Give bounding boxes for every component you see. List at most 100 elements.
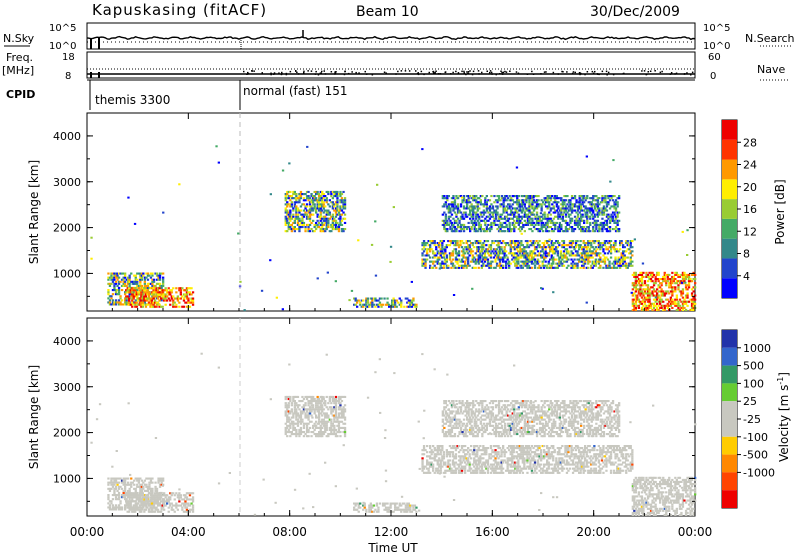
scatter-cell: [286, 395, 289, 398]
scatter-cell: [633, 298, 636, 301]
scatter-cell: [584, 230, 587, 233]
scatter-cell: [301, 217, 304, 220]
scatter-cell: [580, 213, 583, 216]
scatter-cell: [590, 213, 593, 216]
scatter-cell: [422, 250, 426, 253]
scatter-cell: [289, 217, 292, 220]
scatter-cell: [616, 260, 619, 263]
scatter-cell: [136, 280, 139, 283]
scatter-cell: [665, 284, 668, 287]
scatter-cell: [449, 215, 452, 218]
scatter-cell: [292, 213, 295, 216]
scatter-cell: [497, 217, 501, 220]
scatter-cell: [128, 293, 131, 296]
power-colorbar-segment: [722, 199, 737, 219]
scatter-cell: [629, 256, 632, 259]
scatter-cell: [538, 240, 541, 243]
scatter-cell: [310, 435, 313, 438]
scatter-cell: [575, 201, 578, 204]
scatter-cell: [328, 433, 331, 436]
scatter-cell: [640, 290, 644, 293]
scatter-cell: [656, 271, 659, 274]
scatter-cell: [605, 246, 608, 249]
scatter-cell: [459, 195, 463, 198]
scatter-cell: [483, 254, 486, 257]
freq-tick-bottom: 8: [65, 71, 71, 82]
scatter-cell: [380, 297, 383, 300]
scatter-cell: [519, 219, 522, 222]
scatter-cell: [421, 242, 424, 245]
scatter-cell: [308, 203, 312, 206]
nave-dot: [395, 73, 397, 75]
scatter-cell: [671, 282, 674, 285]
scatter-cell: [461, 196, 464, 199]
scatter-cell: [619, 244, 622, 247]
scatter-cell: [325, 211, 328, 214]
scatter-cell: [591, 256, 594, 259]
scatter-cell: [135, 504, 138, 507]
scatter-cell: [580, 205, 583, 208]
scatter-cell: [134, 504, 137, 507]
scatter-cell: [535, 199, 539, 202]
scatter-cell: [552, 221, 555, 224]
scatter-cell: [108, 284, 112, 287]
scatter-cell: [558, 228, 561, 231]
power-colorbar-label: Power [dB]: [773, 179, 787, 244]
scatter-cell: [694, 273, 697, 276]
scatter-cell: [284, 223, 287, 226]
scatter-cell: [108, 301, 112, 304]
scatter-cell: [162, 506, 165, 509]
scatter-cell: [90, 257, 93, 260]
scatter-cell: [473, 219, 476, 222]
scatter-cell: [609, 250, 613, 253]
scatter-cell: [648, 275, 651, 278]
scatter-cell: [443, 195, 446, 198]
scatter-cell: [308, 213, 312, 216]
scatter-cell: [639, 288, 642, 291]
scatter-cell: [131, 280, 134, 283]
scatter-cell: [487, 219, 490, 222]
nave-dot: [310, 70, 313, 72]
scatter-cell: [517, 201, 520, 204]
scatter-cell: [141, 504, 144, 507]
scatter-cell: [660, 304, 663, 307]
scatter-cell: [662, 304, 665, 307]
scatter-cell: [343, 197, 347, 200]
scatter-cell: [113, 491, 116, 494]
scatter-cell: [616, 211, 619, 214]
scatter-cell: [491, 260, 494, 263]
scatter-cell: [651, 280, 654, 283]
scatter-cell: [520, 256, 523, 259]
scatter-cell: [686, 304, 689, 307]
scatter-cell: [334, 221, 338, 224]
scatter-cell: [439, 264, 442, 267]
scatter-cell: [295, 215, 298, 218]
scatter-cell: [669, 280, 672, 283]
scatter-cell: [611, 228, 615, 231]
scatter-cell: [162, 272, 165, 275]
nave-dot: [281, 71, 283, 74]
scatter-cell: [305, 426, 309, 429]
scatter-cell: [155, 301, 158, 304]
scatter-cell: [325, 426, 328, 429]
scatter-cell: [570, 266, 573, 269]
scatter-cell: [584, 205, 587, 208]
scatter-cell: [518, 248, 521, 251]
scatter-cell: [591, 246, 594, 249]
scatter-cell: [116, 278, 119, 281]
scatter-cell: [449, 209, 452, 212]
scatter-cell: [516, 211, 519, 214]
scatter-cell: [583, 226, 586, 229]
scatter-cell: [301, 418, 304, 421]
scatter-cell: [286, 190, 289, 193]
scatter-cell: [645, 304, 648, 307]
scatter-cell: [529, 211, 533, 214]
scatter-cell: [287, 416, 290, 419]
scatter-cell: [354, 303, 357, 306]
scatter-cell: [571, 242, 575, 245]
scatter-cell: [290, 410, 293, 413]
scatter-cell: [608, 242, 611, 245]
scatter-cell: [120, 303, 124, 306]
scatter-cell: [637, 300, 640, 303]
scatter-cell: [602, 260, 605, 263]
